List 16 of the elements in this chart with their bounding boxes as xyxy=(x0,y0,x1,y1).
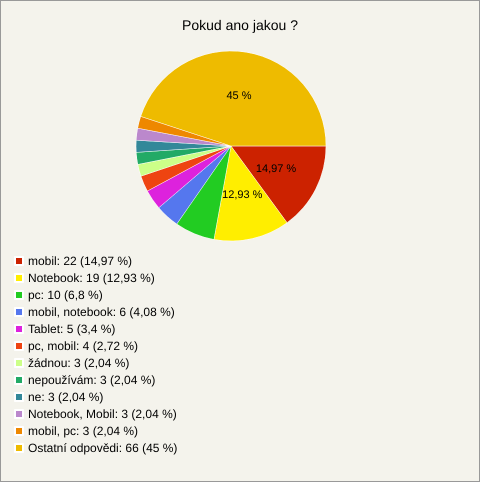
legend-label: pc, mobil: 4 (2,72 %) xyxy=(28,339,138,353)
legend-label: Ostatní odpovědi: 66 (45 %) xyxy=(28,441,178,455)
chart-title: Pokud ano jakou ? xyxy=(182,17,298,33)
data-label: 14,97 % xyxy=(256,162,296,175)
data-label: 12,93 % xyxy=(222,189,263,202)
legend-label: mobil, notebook: 6 (4,08 %) xyxy=(28,305,175,319)
legend-label: nepoužívám: 3 (2,04 %) xyxy=(28,373,156,387)
data-label: 45 % xyxy=(226,90,252,102)
legend-label: mobil, pc: 3 (2,04 %) xyxy=(28,424,138,438)
legend-label: mobil: 22 (14,97 %) xyxy=(28,254,132,268)
legend-label: pc: 10 (6,8 %) xyxy=(28,288,103,302)
legend-label: žádnou: 3 (2,04 %) xyxy=(28,356,130,370)
legend-label: Notebook, Mobil: 3 (2,04 %) xyxy=(28,407,177,421)
legend-label: Tablet: 5 (3,4 %) xyxy=(28,322,116,336)
legend-label: ne: 3 (2,04 %) xyxy=(28,390,104,404)
legend-label: Notebook: 19 (12,93 %) xyxy=(28,271,155,285)
